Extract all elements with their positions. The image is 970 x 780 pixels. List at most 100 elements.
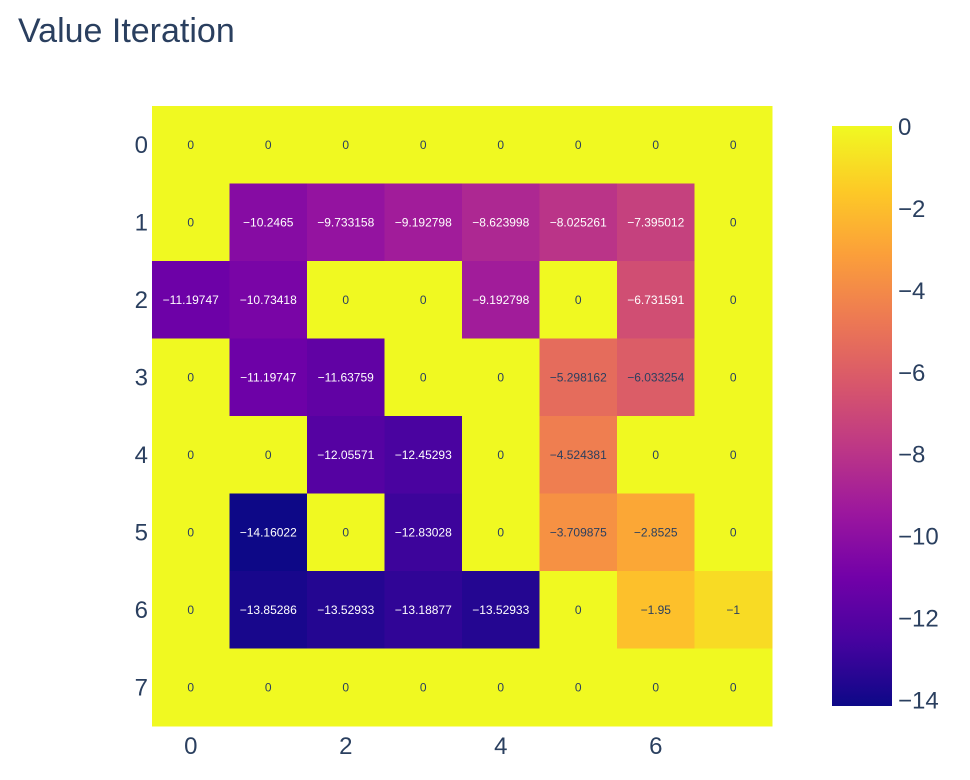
heatmap-cell <box>617 106 695 184</box>
cell-label: −9.192798 <box>395 215 452 229</box>
cell-label: −13.18877 <box>395 603 452 617</box>
heatmap-cell <box>694 648 773 727</box>
cell-label: 0 <box>265 680 272 694</box>
cell-label: −2.8525 <box>634 525 678 539</box>
heatmap-cell <box>617 648 695 727</box>
colorbar-tick-label: −14 <box>898 687 939 714</box>
cell-label: −11.19747 <box>240 370 296 384</box>
cell-label: −10.2465 <box>243 215 294 229</box>
colorbar-tick-label: −12 <box>898 606 939 633</box>
heatmap-cell <box>384 493 463 572</box>
heatmap-cell <box>462 648 540 727</box>
heatmap-cell <box>152 183 230 262</box>
heatmap-cell <box>152 571 230 649</box>
colorbar-tick-label: −6 <box>898 360 925 387</box>
y-tick-label: 2 <box>135 287 148 314</box>
y-tick-label: 1 <box>135 209 148 236</box>
heatmap-cell <box>462 416 540 494</box>
heatmap-cell <box>539 338 618 417</box>
cell-label: 0 <box>730 680 737 694</box>
cell-label: 0 <box>420 138 427 152</box>
heatmap-cell <box>384 648 463 727</box>
cell-label: 0 <box>497 448 504 462</box>
cell-label: 0 <box>730 448 737 462</box>
heatmap-cell <box>152 106 230 184</box>
heatmap-cell <box>229 183 308 262</box>
cell-label: 0 <box>420 680 427 694</box>
heatmap-cell <box>462 106 540 184</box>
y-tick-label: 5 <box>135 519 148 546</box>
x-tick-label: 2 <box>339 733 352 760</box>
heatmap-cell <box>539 493 618 572</box>
heatmap-cell <box>694 183 773 262</box>
cell-label: 0 <box>420 293 427 307</box>
cell-label: 0 <box>497 138 504 152</box>
heatmap-cell <box>384 416 463 494</box>
heatmap-cell <box>462 261 540 339</box>
heatmap-cell <box>539 571 618 649</box>
cell-label: 0 <box>187 215 194 229</box>
cell-label: 0 <box>342 138 349 152</box>
x-tick-label: 0 <box>184 733 197 760</box>
cell-label: 0 <box>187 680 194 694</box>
cell-label: 0 <box>652 138 659 152</box>
cell-label: −4.524381 <box>550 448 607 462</box>
cell-label: 0 <box>187 448 194 462</box>
heatmap-cell <box>694 338 773 417</box>
cell-label: 0 <box>420 370 427 384</box>
cell-label: −14.16022 <box>240 525 297 539</box>
heatmap-cell <box>384 571 463 649</box>
heatmap-cell <box>617 183 695 262</box>
cell-label: 0 <box>342 680 349 694</box>
heatmap-cell <box>694 106 773 184</box>
heatmap-cell <box>307 648 385 727</box>
heatmap-cell <box>539 261 618 339</box>
heatmap-cell <box>384 183 463 262</box>
cell-label: −11.19747 <box>163 293 219 307</box>
cell-label: −13.85286 <box>240 603 297 617</box>
cell-label: −5.298162 <box>550 370 607 384</box>
heatmap-cell <box>694 416 773 494</box>
colorbar-tick-label: −2 <box>898 196 925 223</box>
cell-label: 0 <box>575 680 582 694</box>
cell-label: 0 <box>497 525 504 539</box>
heatmap-cell <box>617 261 695 339</box>
cell-label: −3.709875 <box>550 525 607 539</box>
cell-label: 0 <box>730 370 737 384</box>
heatmap-cell <box>539 183 618 262</box>
cell-label: −10.73418 <box>240 293 297 307</box>
cell-label: 0 <box>575 603 582 617</box>
heatmap-cell <box>229 338 308 417</box>
cell-label: −8.623998 <box>472 215 529 229</box>
y-tick-label: 6 <box>135 597 148 624</box>
cell-label: −12.83028 <box>395 525 452 539</box>
colorbar-tick-label: −4 <box>898 278 925 305</box>
cell-label: 0 <box>730 215 737 229</box>
heatmap-cell <box>152 648 230 727</box>
cell-label: 0 <box>730 138 737 152</box>
heatmap-cell <box>617 571 695 649</box>
heatmap-cell <box>229 493 308 572</box>
heatmap-cell <box>539 106 618 184</box>
cell-label: 0 <box>187 370 194 384</box>
cell-label: −9.192798 <box>472 293 529 307</box>
heatmap-cell <box>229 571 308 649</box>
heatmap-cell <box>539 416 618 494</box>
cell-label: 0 <box>497 680 504 694</box>
cell-label: 0 <box>497 370 504 384</box>
cell-label: −7.395012 <box>627 215 684 229</box>
heatmap-cell <box>152 338 230 417</box>
heatmap-cell <box>229 416 308 494</box>
colorbar-tick-label: 0 <box>898 114 911 141</box>
cell-label: −11.63759 <box>318 370 374 384</box>
colorbar-tick-label: −10 <box>898 524 939 551</box>
y-tick-label: 4 <box>135 442 148 469</box>
cell-label: 0 <box>575 293 582 307</box>
cell-label: 0 <box>652 448 659 462</box>
y-tick-label: 7 <box>135 674 148 701</box>
cell-label: −13.52933 <box>472 603 529 617</box>
y-tick-label: 3 <box>135 364 148 391</box>
heatmap-cell <box>462 571 540 649</box>
cell-label: −13.52933 <box>317 603 374 617</box>
